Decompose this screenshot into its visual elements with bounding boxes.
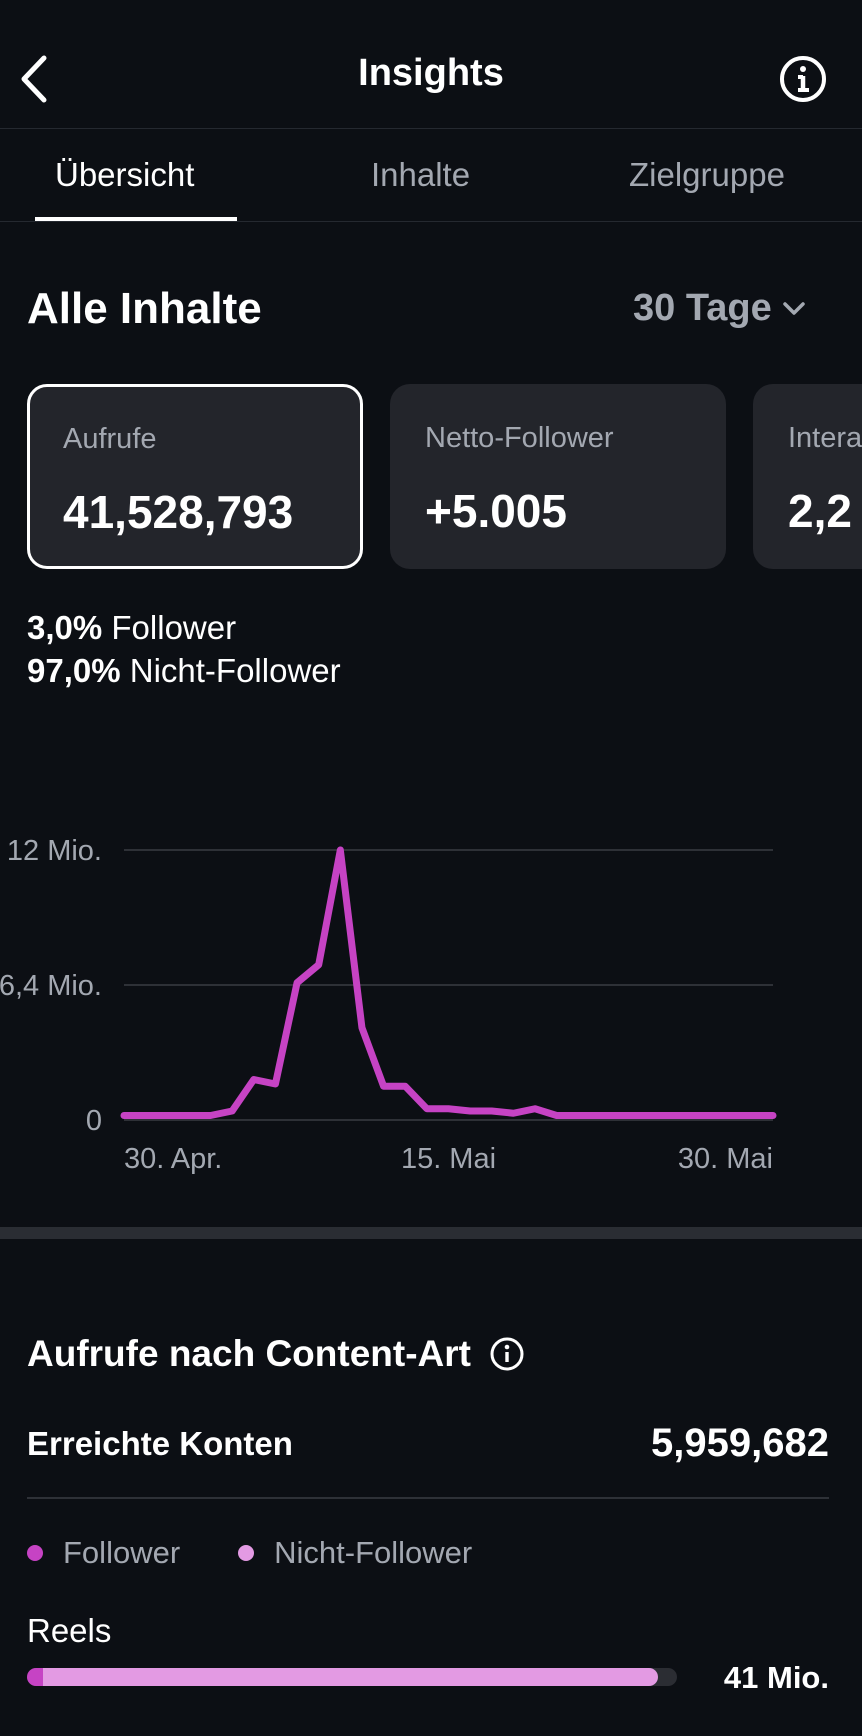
tab-content[interactable]: Inhalte bbox=[371, 156, 471, 193]
chevron-down-icon bbox=[782, 301, 805, 315]
back-button[interactable] bbox=[14, 50, 60, 108]
metric-card-views[interactable]: Aufrufe 41,528,793 bbox=[27, 384, 363, 569]
info-icon[interactable] bbox=[489, 1336, 525, 1372]
x-tick-label: 15. Mai bbox=[401, 1143, 496, 1175]
date-range-selector[interactable]: 30 Tage bbox=[633, 287, 806, 330]
metric-value: 2,2 bbox=[788, 485, 852, 537]
metric-label: Aufrufe bbox=[63, 423, 157, 455]
legend-dot bbox=[27, 1545, 43, 1561]
metric-value: 41,528,793 bbox=[63, 486, 294, 538]
y-tick-label: 0 bbox=[86, 1105, 102, 1137]
follower-share-label: Follower bbox=[111, 609, 237, 646]
metric-label: Netto-Follower bbox=[425, 422, 614, 454]
y-tick-label: 12 Mio. bbox=[7, 835, 102, 867]
metric-label: Interaktionen bbox=[788, 422, 862, 454]
y-tick-label: 6,4 Mio. bbox=[0, 970, 102, 1002]
divider bbox=[27, 1497, 829, 1499]
active-tab-indicator bbox=[35, 217, 237, 221]
tab-audience[interactable]: Zielgruppe bbox=[629, 156, 785, 193]
legend-label: Follower bbox=[63, 1535, 181, 1570]
legend-label: Nicht-Follower bbox=[274, 1535, 473, 1570]
info-button[interactable] bbox=[778, 54, 828, 104]
content-type-title: Aufrufe nach Content-Art bbox=[27, 1333, 525, 1375]
section-title: Alle Inhalte bbox=[27, 284, 262, 333]
legend-dot bbox=[238, 1545, 255, 1561]
follower-share: 3,0% Follower bbox=[27, 609, 236, 647]
tab-bar: Übersicht Inhalte Zielgruppe bbox=[0, 128, 862, 222]
info-icon bbox=[780, 56, 826, 102]
metric-card-net-followers[interactable]: Netto-Follower +5.005 bbox=[390, 384, 726, 569]
non-follower-share-label: Nicht-Follower bbox=[129, 652, 341, 689]
reels-bar bbox=[27, 1668, 677, 1686]
section-divider bbox=[0, 1227, 862, 1239]
date-range-label: 30 Tage bbox=[633, 287, 772, 329]
non-follower-share-percent: 97,0% bbox=[27, 652, 121, 689]
reels-label: Reels bbox=[27, 1612, 112, 1649]
chevron-left-icon bbox=[21, 55, 47, 103]
legend-item-non-follower: Nicht-Follower bbox=[238, 1535, 472, 1571]
accounts-reached-value: 5,959,682 bbox=[651, 1421, 829, 1465]
content-type-title-text: Aufrufe nach Content-Art bbox=[27, 1333, 471, 1374]
reels-value: 41 Mio. bbox=[723, 1660, 829, 1695]
legend-item-follower: Follower bbox=[27, 1535, 180, 1571]
metric-value: +5.005 bbox=[425, 485, 567, 537]
page-title: Insights bbox=[358, 52, 504, 94]
reels-bar-non-follower bbox=[43, 1668, 658, 1686]
x-tick-label: 30. Mai bbox=[678, 1143, 773, 1175]
follower-share-percent: 3,0% bbox=[27, 609, 103, 646]
tab-overview[interactable]: Übersicht bbox=[55, 156, 195, 193]
x-tick-label: 30. Apr. bbox=[124, 1143, 222, 1175]
reels-bar-follower bbox=[27, 1668, 44, 1686]
top-bar: Insights bbox=[0, 0, 862, 129]
series-line bbox=[120, 846, 777, 1119]
views-line-chart: 12 Mio. 6,4 Mio. 0 30. Apr. 15. Mai 30. Mai bbox=[0, 835, 777, 1175]
non-follower-share: 97,0% Nicht-Follower bbox=[27, 652, 341, 690]
accounts-reached-label: Erreichte Konten bbox=[27, 1425, 293, 1462]
metric-card-interactions[interactable]: Interaktionen 2,2 bbox=[753, 384, 862, 569]
chart-legend: Follower Nicht-Follower bbox=[27, 1535, 530, 1571]
